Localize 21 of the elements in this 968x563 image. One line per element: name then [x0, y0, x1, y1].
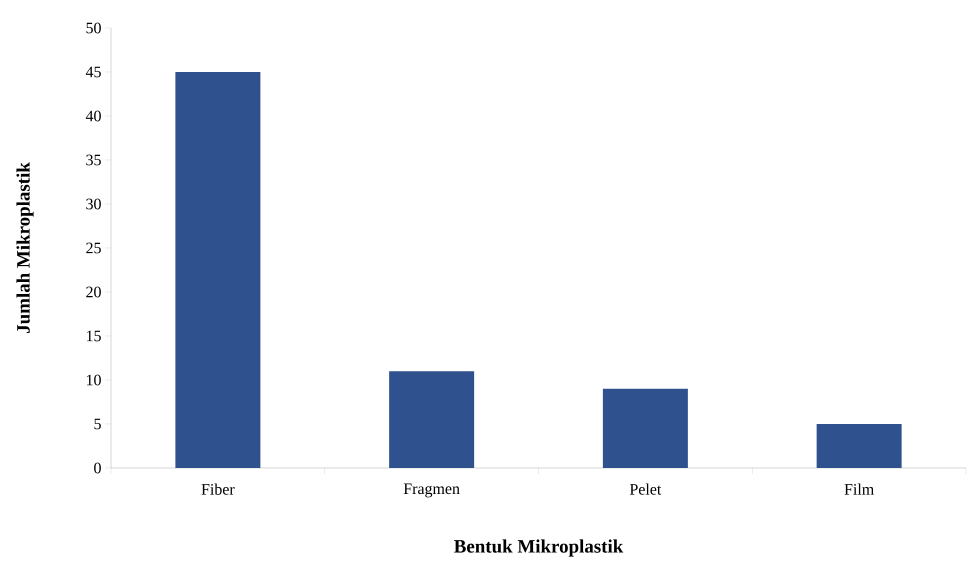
bar — [175, 72, 260, 468]
bar — [389, 371, 474, 468]
y-tick-label: 50 — [86, 22, 101, 34]
y-tick-label: 0 — [94, 462, 101, 474]
y-tick-label: 45 — [86, 66, 101, 78]
y-tick-label: 40 — [86, 110, 101, 122]
y-tick-label: 5 — [94, 418, 101, 430]
x-tick-label: Film — [844, 484, 874, 495]
y-tick-label: 15 — [86, 330, 101, 342]
y-tick-label: 25 — [86, 242, 101, 254]
bar — [602, 388, 688, 468]
x-axis-title: Bentuk Mikroplastik — [454, 539, 624, 557]
x-tick-label: Fiber — [202, 484, 235, 495]
y-tick-label: 10 — [86, 374, 101, 386]
y-axis-title: Jumlah Mikroplastik — [16, 162, 34, 333]
y-tick-label: 20 — [86, 286, 101, 298]
bar — [816, 424, 902, 468]
y-tick-label: 30 — [86, 198, 101, 210]
x-tick-label: Fragmen — [404, 484, 460, 498]
x-tick-label: Pelet — [630, 484, 662, 495]
y-tick-label: 35 — [86, 154, 101, 166]
